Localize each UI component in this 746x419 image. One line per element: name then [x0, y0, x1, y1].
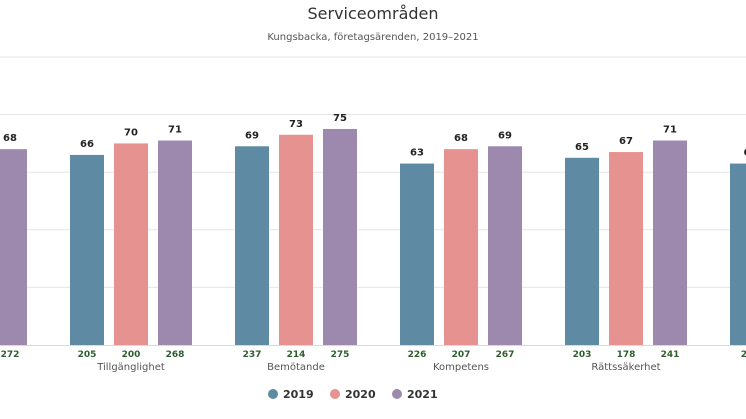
category-label: Rättssäkerhet [591, 362, 660, 373]
legend-item-2021[interactable]: 2021 [407, 388, 438, 401]
legend-marker-2019[interactable] [268, 389, 278, 399]
legend-item-2020[interactable]: 2020 [345, 388, 376, 401]
bar-2019-5[interactable] [730, 163, 746, 345]
value-label: 70 [124, 127, 138, 138]
legend-marker-2021[interactable] [392, 389, 402, 399]
count-label: 241 [661, 350, 680, 360]
bar-2020-1[interactable] [114, 143, 148, 345]
bar-2021-0[interactable] [0, 149, 27, 345]
value-label: 66 [80, 139, 94, 150]
bar-2021-4[interactable] [653, 140, 687, 345]
count-label: 267 [496, 350, 515, 360]
count-label: 178 [617, 350, 636, 360]
bar-2019-2[interactable] [235, 146, 269, 345]
category-label: Tillgänglighet [96, 362, 165, 373]
legend-marker-2020[interactable] [330, 389, 340, 399]
value-label: 69 [498, 130, 512, 141]
chart-subtitle: Kungsbacka, företagsärenden, 2019–2021 [267, 32, 479, 43]
value-label: 63 [410, 148, 424, 159]
count-label: 268 [166, 350, 185, 360]
bar-2020-4[interactable] [609, 152, 643, 345]
value-label: 6 [744, 148, 746, 159]
value-label: 75 [333, 113, 347, 124]
bar-2019-1[interactable] [70, 154, 104, 345]
value-label: 68 [3, 133, 17, 144]
value-label: 71 [168, 125, 182, 136]
count-label: 207 [452, 350, 471, 360]
value-label: 68 [454, 133, 468, 144]
count-label: 272 [1, 350, 20, 360]
count-label: 203 [573, 350, 592, 360]
bar-2021-2[interactable] [323, 129, 357, 345]
value-label: 71 [663, 125, 677, 136]
value-label: 67 [619, 136, 633, 147]
bar-2020-3[interactable] [444, 149, 478, 345]
chart-title: Serviceområden [307, 4, 439, 23]
bar-2021-1[interactable] [158, 140, 192, 345]
count-label: 275 [331, 350, 350, 360]
count-label: 214 [287, 350, 306, 360]
category-label: Bemötande [267, 362, 325, 373]
category-label: Kompetens [433, 362, 489, 373]
count-label: 237 [243, 350, 262, 360]
legend-item-2019[interactable]: 2019 [283, 388, 314, 401]
value-label: 73 [289, 119, 303, 130]
bar-2020-2[interactable] [279, 134, 313, 345]
count-label: 226 [408, 350, 427, 360]
value-label: 65 [575, 142, 589, 153]
bar-2019-3[interactable] [400, 163, 434, 345]
count-label: 22 [741, 350, 746, 360]
count-label: 205 [78, 350, 97, 360]
bar-2019-4[interactable] [565, 157, 599, 345]
bar-2021-3[interactable] [488, 146, 522, 345]
count-label: 200 [122, 350, 141, 360]
value-label: 69 [245, 130, 259, 141]
